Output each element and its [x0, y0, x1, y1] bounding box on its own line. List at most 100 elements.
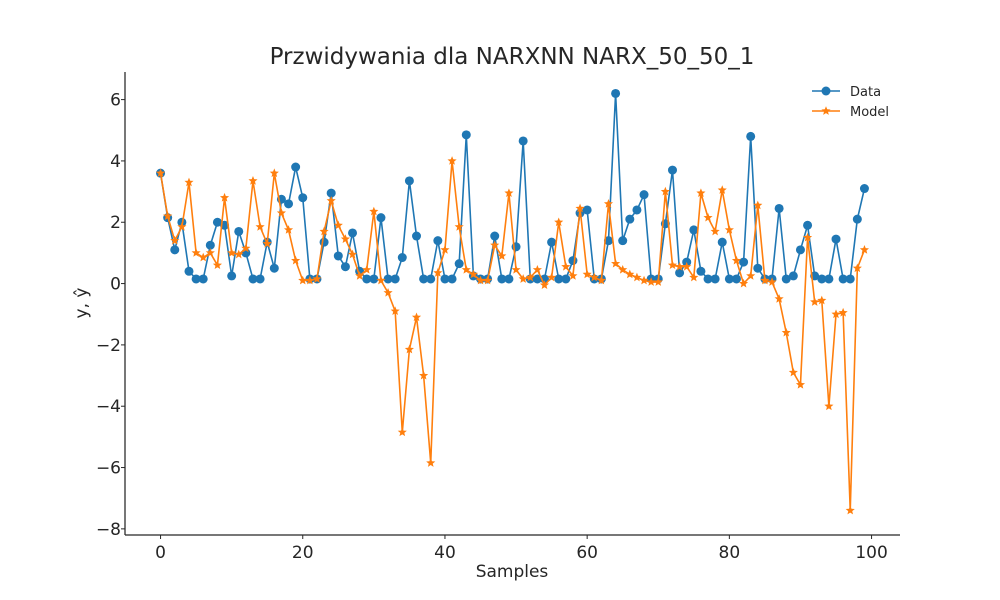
model-point [539, 280, 550, 289]
model-point [781, 327, 791, 337]
model-point [817, 295, 827, 305]
y-tick-label: −8 [96, 520, 121, 540]
data-point [675, 268, 685, 278]
data-point [817, 274, 827, 284]
data-point [348, 228, 358, 238]
y-tick-label: 2 [110, 213, 121, 233]
data-point [739, 257, 749, 267]
data-point [696, 266, 706, 276]
data-point [326, 188, 336, 198]
data-point [625, 214, 635, 224]
data-point [269, 263, 279, 273]
series-line-model [159, 160, 866, 511]
data-point [568, 256, 578, 266]
model-point [497, 251, 507, 260]
data-point [632, 205, 642, 215]
data-point [234, 226, 244, 236]
data-point [454, 259, 464, 269]
data-point [248, 274, 258, 284]
data-point [746, 131, 756, 141]
x-axis-label: Samples [476, 562, 549, 582]
model-point [845, 505, 855, 515]
plot-area [155, 88, 870, 515]
model-point [554, 217, 564, 227]
data-point [412, 231, 422, 241]
data-point [333, 251, 343, 261]
model-point [198, 252, 208, 262]
data-point [191, 274, 201, 284]
model-point [511, 264, 521, 274]
data-point [788, 271, 798, 281]
model-point [461, 264, 471, 274]
data-point [390, 274, 400, 284]
x-axis-ticks: 0 20 40 60 80 100 [155, 535, 888, 563]
y-tick-label: 4 [110, 152, 121, 172]
y-tick-label: −2 [96, 336, 121, 356]
model-point [689, 272, 699, 282]
data-point [212, 217, 222, 227]
model-point [568, 271, 578, 280]
data-point [547, 237, 557, 247]
data-point [611, 88, 621, 98]
legend-marker-data [821, 86, 831, 96]
x-tick-label: 20 [292, 543, 314, 563]
model-point [355, 271, 365, 280]
data-point [440, 274, 450, 284]
model-point [276, 208, 286, 217]
data-point [618, 236, 628, 246]
model-point [731, 255, 742, 265]
legend-label-data: Data [850, 85, 881, 100]
model-point [440, 245, 450, 254]
model-point [411, 312, 422, 322]
legend-label-model: Model [850, 105, 889, 120]
data-point [284, 199, 294, 209]
model-point [419, 370, 429, 380]
model-point [163, 211, 173, 220]
model-point [696, 188, 706, 197]
model-point [490, 240, 500, 250]
model-point [582, 269, 592, 279]
model-point [810, 297, 820, 306]
model-point [433, 268, 443, 277]
model-point [717, 185, 727, 194]
model-point [561, 261, 571, 271]
data-point [404, 176, 414, 186]
data-point [831, 234, 841, 244]
model-point [447, 156, 457, 165]
data-point [340, 262, 350, 272]
data-point [753, 263, 763, 273]
data-point [639, 190, 649, 200]
model-point [618, 264, 628, 274]
data-point [433, 236, 443, 246]
x-tick-label: 80 [719, 543, 741, 563]
y-tick-label: 0 [110, 275, 121, 295]
model-point [746, 271, 756, 280]
model-point [753, 200, 763, 210]
data-point [170, 245, 180, 255]
model-point [838, 307, 848, 317]
data-point [838, 274, 848, 284]
data-point [774, 203, 784, 213]
model-point [269, 168, 279, 178]
model-point [483, 275, 493, 285]
data-point [490, 231, 500, 241]
data-point [369, 274, 379, 284]
data-point [298, 193, 308, 203]
data-point [852, 214, 862, 224]
data-point [554, 274, 564, 284]
data-point [447, 274, 457, 284]
model-point [404, 344, 414, 354]
series-model [155, 156, 870, 515]
model-point [333, 220, 343, 230]
model-point [255, 222, 265, 231]
model-point [170, 235, 180, 245]
model-point [788, 367, 798, 377]
model-point [682, 261, 692, 271]
model-point [319, 226, 329, 236]
model-point [212, 260, 222, 270]
series-line-data [159, 93, 866, 281]
model-point [184, 177, 194, 187]
model-point [383, 287, 393, 297]
y-axis-ticks: −8 −6 −4 −2 0 2 4 6 [96, 91, 125, 540]
